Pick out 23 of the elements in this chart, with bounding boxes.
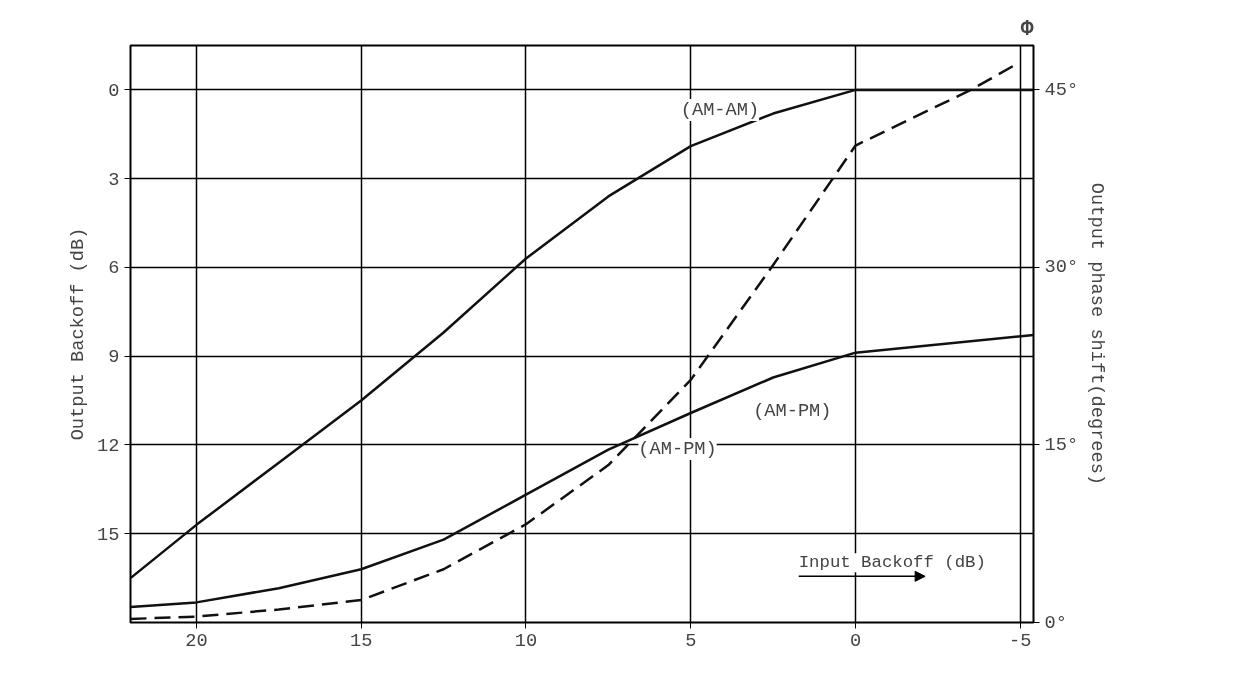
- x-tick-label: -5: [1009, 629, 1032, 652]
- y2-tick-label: 30°: [1044, 256, 1079, 279]
- y-tick-label: 3: [108, 168, 120, 191]
- y-tick-label: 12: [97, 434, 120, 457]
- x-tick-label: 20: [185, 629, 208, 652]
- x-tick-label: 5: [685, 629, 697, 652]
- series-label: (AM-AM): [680, 99, 760, 122]
- y2-tick-label: 15°: [1044, 433, 1079, 456]
- series-label: (AM-PM): [638, 438, 717, 461]
- y-tick-label: 6: [108, 257, 120, 280]
- y2-tick-label: 45°: [1044, 78, 1079, 101]
- y2-axis-title: Output phase shift(degrees): [1086, 182, 1109, 486]
- y-tick-label: 15: [97, 523, 120, 546]
- chart-title: Φ: [1020, 16, 1034, 41]
- y2-tick-label: 0°: [1044, 611, 1067, 634]
- y-tick-label: 9: [108, 346, 120, 369]
- series-label: (AM-PM): [753, 400, 832, 423]
- x-axis-title: Input Backoff (dB): [798, 553, 986, 573]
- x-tick-label: 10: [514, 629, 538, 652]
- x-tick-label: 15: [350, 629, 373, 652]
- y-tick-label: 0: [108, 79, 120, 102]
- x-tick-label: 0: [849, 629, 862, 652]
- y-axis-title: Output Backoff (dB): [67, 227, 90, 441]
